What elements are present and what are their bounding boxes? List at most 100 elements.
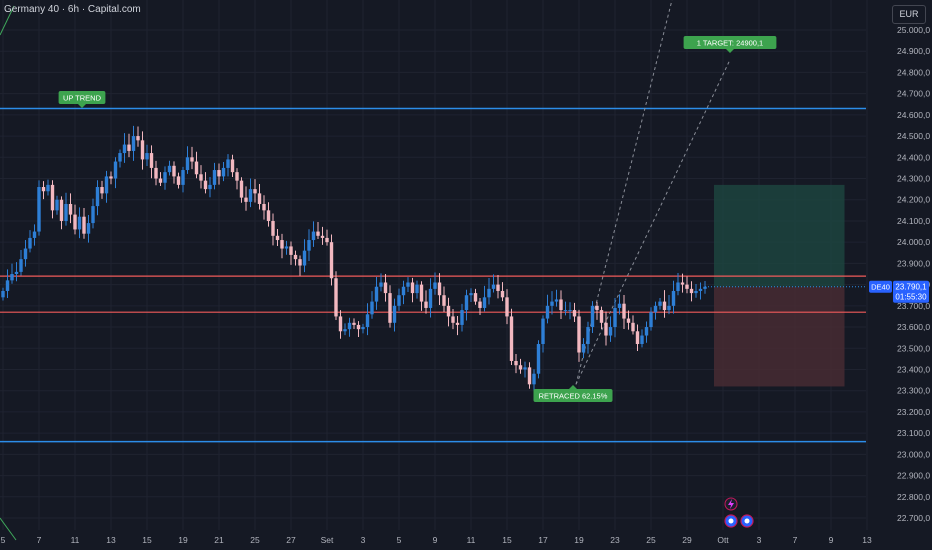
candle-body xyxy=(545,305,550,319)
candle-body xyxy=(379,282,383,287)
candle-body xyxy=(163,172,167,183)
candle-body xyxy=(613,307,617,328)
candle-body xyxy=(500,290,505,298)
y-tick-label: 23.400,0 xyxy=(897,364,930,374)
candle-body xyxy=(338,316,343,332)
y-tick-label: 24.400,0 xyxy=(897,152,930,162)
candle-body xyxy=(73,214,77,230)
candle-body xyxy=(82,216,86,234)
candle-body xyxy=(491,284,496,289)
candle-body xyxy=(212,170,217,185)
countdown-text: 01:55:30 xyxy=(895,293,927,302)
candle-body xyxy=(397,295,401,306)
candle-body xyxy=(253,189,257,194)
candle-body xyxy=(347,322,352,330)
x-tick-label: 25 xyxy=(646,535,656,545)
candle-body xyxy=(266,210,271,221)
candle-body xyxy=(662,301,667,311)
candle-body xyxy=(356,324,361,330)
candle-body xyxy=(703,286,707,289)
candle-body xyxy=(446,305,451,317)
x-tick-label: 15 xyxy=(142,535,152,545)
candle-body xyxy=(68,203,73,215)
candle-body xyxy=(433,282,437,289)
candle-body xyxy=(194,161,199,175)
x-tick-label: 3 xyxy=(361,535,366,545)
candle-body xyxy=(262,203,266,211)
candle-body xyxy=(14,271,19,274)
y-tick-label: 22.800,0 xyxy=(897,492,930,502)
candle-body xyxy=(320,235,325,238)
candle-body xyxy=(127,144,131,151)
up-trend-label-pointer xyxy=(78,104,86,108)
x-tick-label: Set xyxy=(321,535,334,545)
retraced-label-box[interactable] xyxy=(533,389,613,402)
candle-body xyxy=(406,282,410,287)
candle-body xyxy=(658,301,662,306)
candle-body xyxy=(109,176,113,179)
candle-body xyxy=(172,165,176,177)
candle-body xyxy=(617,303,622,308)
trend-line-top-left[interactable] xyxy=(0,5,15,36)
candle-body xyxy=(55,199,59,211)
candle-body xyxy=(586,327,590,345)
candle-body xyxy=(316,231,320,236)
candle-body xyxy=(145,153,149,160)
y-tick-label: 23.200,0 xyxy=(897,407,930,417)
y-tick-label: 24.500,0 xyxy=(897,131,930,141)
candle-body xyxy=(392,305,397,323)
candle-body xyxy=(622,303,626,319)
candle-body xyxy=(235,172,239,181)
candle-body xyxy=(239,180,244,198)
candle-body xyxy=(334,278,338,317)
y-tick-label: 25.000,0 xyxy=(897,25,930,35)
candle-body xyxy=(248,189,253,202)
y-tick-label: 22.700,0 xyxy=(897,513,930,523)
candle-body xyxy=(311,231,316,241)
x-tick-label: 5 xyxy=(1,535,6,545)
candle-body xyxy=(140,140,145,160)
up-trend-label-box[interactable] xyxy=(58,91,106,104)
candle-body xyxy=(568,310,572,312)
x-tick-label: 11 xyxy=(71,535,80,545)
candle-body xyxy=(217,170,221,177)
lightning-glyph-icon xyxy=(728,499,734,509)
candle-body xyxy=(680,282,685,285)
last-price-tag-box[interactable] xyxy=(893,280,929,303)
candle-body xyxy=(685,284,689,289)
y-tick-label: 24.900,0 xyxy=(897,46,930,56)
candle-body xyxy=(532,373,536,385)
candle-body xyxy=(415,284,419,294)
candle-body xyxy=(667,305,671,311)
position-profit-zone[interactable] xyxy=(714,184,845,287)
candle-body xyxy=(608,327,613,336)
candle-body xyxy=(527,367,532,385)
candle-body xyxy=(388,293,392,323)
candle-body xyxy=(118,153,122,162)
candle-body xyxy=(653,305,658,313)
target-label-box[interactable] xyxy=(683,36,777,49)
candle-body xyxy=(649,312,653,328)
candle-body xyxy=(451,316,455,323)
candle-body xyxy=(469,293,473,296)
position-loss-zone[interactable] xyxy=(714,286,845,387)
x-tick-label: 7 xyxy=(793,535,798,545)
x-tick-label: 13 xyxy=(862,535,872,545)
retraced-label-pointer xyxy=(569,385,577,389)
y-tick-label: 24.300,0 xyxy=(897,174,930,184)
candle-body xyxy=(428,288,433,308)
trend-line-bottom-left[interactable] xyxy=(0,517,17,541)
currency-selector[interactable]: EUR xyxy=(892,5,926,24)
candle-body xyxy=(10,274,14,281)
symbol-tag-box[interactable] xyxy=(869,280,892,293)
candle-body xyxy=(541,318,545,345)
y-tick-label: 23.300,0 xyxy=(897,386,930,396)
candle-body xyxy=(577,316,581,353)
candle-body xyxy=(298,259,302,266)
candle-body xyxy=(64,203,68,221)
x-tick-label: 29 xyxy=(682,535,692,545)
candle-body xyxy=(190,157,194,162)
candle-body xyxy=(631,322,635,332)
